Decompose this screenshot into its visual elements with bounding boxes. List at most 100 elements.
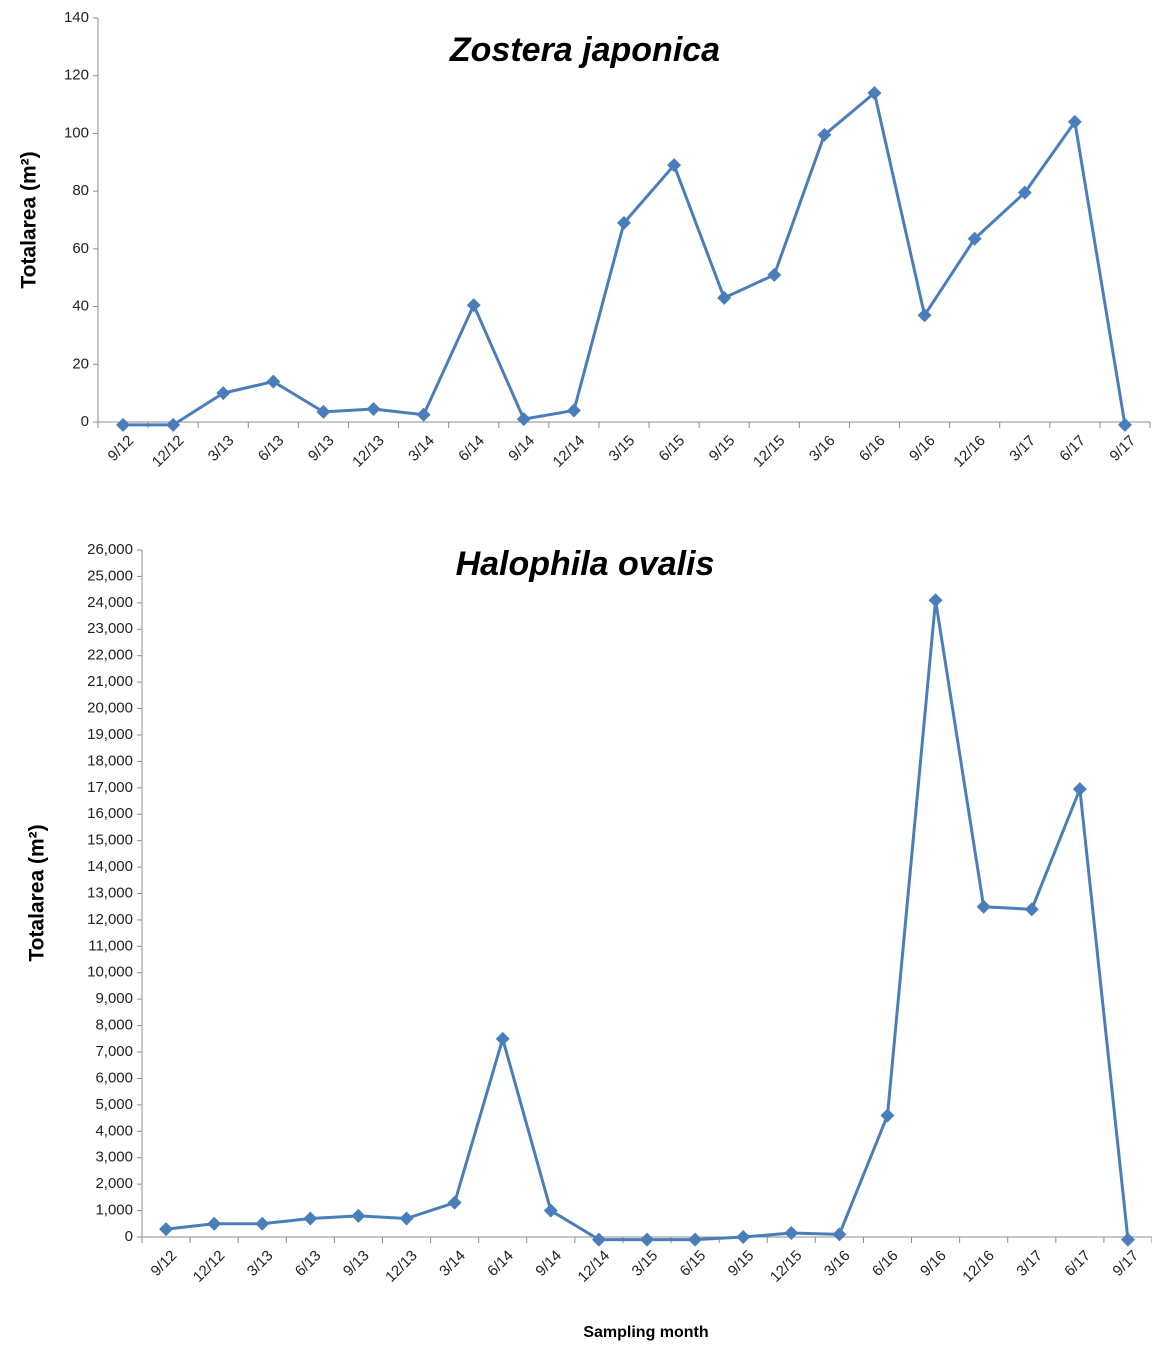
x-tick-label: 12/12 xyxy=(190,1247,229,1286)
data-point-marker xyxy=(447,1195,462,1210)
x-tick-label: 9/14 xyxy=(532,1247,565,1280)
y-tick-label: 26,000 xyxy=(87,541,133,558)
data-point-marker xyxy=(688,1232,703,1247)
data-point-marker xyxy=(159,1222,174,1237)
x-tick-label: 9/13 xyxy=(340,1247,373,1280)
data-point-marker xyxy=(640,1232,654,1247)
x-tick-label: 9/14 xyxy=(505,432,538,465)
chart-zostera: Zostera japonica Totalarea (m²) 0 20 40 60 8… xyxy=(18,9,1151,471)
data-point-marker xyxy=(591,1232,606,1247)
data-point-marker xyxy=(736,1230,751,1244)
x-tick-label: 6/16 xyxy=(856,432,889,465)
data-point-marker xyxy=(399,1211,414,1226)
series xyxy=(116,86,1132,432)
y-axis-label: Totalarea (m²) xyxy=(18,151,41,288)
data-point-marker xyxy=(784,1226,799,1241)
x-tick-label: 12/16 xyxy=(959,1247,998,1286)
x-tick-label: 3/13 xyxy=(244,1247,277,1280)
axes xyxy=(97,18,1150,423)
data-point-marker xyxy=(867,86,882,101)
data-point-marker xyxy=(1017,185,1032,200)
x-tick-label: 3/13 xyxy=(205,432,238,465)
y-tick-label: 8,000 xyxy=(95,1017,133,1034)
data-point-marker xyxy=(1024,902,1039,917)
data-point-marker xyxy=(116,417,131,432)
x-tick-label: 9/12 xyxy=(105,432,138,465)
x-axis-label: Sampling month xyxy=(583,1324,708,1341)
data-point-marker xyxy=(1067,114,1082,129)
chart-title: Zostera japonica xyxy=(449,31,720,69)
data-point-marker xyxy=(495,1031,510,1046)
y-tick-label: 6,000 xyxy=(95,1069,133,1086)
data-point-marker xyxy=(928,593,943,608)
x-tick-label: 12/14 xyxy=(550,432,589,471)
x-tick-label: 12/14 xyxy=(575,1247,614,1286)
y-tick-label: 22,000 xyxy=(87,647,133,664)
data-point-marker xyxy=(303,1211,318,1226)
y-tick-label: 100 xyxy=(64,124,89,141)
y-tick-label: 120 xyxy=(64,67,89,84)
data-point-marker xyxy=(543,1203,558,1218)
y-tick-label: 5,000 xyxy=(95,1096,133,1113)
data-point-marker xyxy=(216,386,231,401)
y-tick-label: 40 xyxy=(72,298,89,315)
y-tick-label: 19,000 xyxy=(87,726,133,743)
y-ticks: 0 20 40 60 80 100 120 140 xyxy=(64,9,98,430)
data-point-marker xyxy=(717,290,732,305)
data-point-marker xyxy=(207,1216,222,1231)
series xyxy=(159,593,1135,1247)
chart-halophila: Halophila ovalis Totalarea (m²) Sampling… xyxy=(26,541,1152,1341)
x-tick-label: 12/13 xyxy=(382,1247,421,1286)
x-tick-label: 6/17 xyxy=(1061,1247,1094,1280)
x-tick-label: 9/15 xyxy=(725,1247,758,1280)
y-tick-label: 20 xyxy=(72,355,89,372)
y-tick-label: 1,000 xyxy=(95,1202,133,1219)
y-tick-label: 4,000 xyxy=(95,1122,133,1139)
data-point-marker xyxy=(566,403,581,418)
x-tick-label: 12/12 xyxy=(149,432,188,471)
x-tick-label: 6/13 xyxy=(292,1247,325,1280)
y-tick-label: 23,000 xyxy=(87,620,133,637)
y-tick-label: 12,000 xyxy=(87,911,133,928)
x-tick-label: 6/14 xyxy=(455,432,488,465)
x-tick-label: 9/16 xyxy=(906,432,939,465)
data-point-marker xyxy=(1120,1232,1135,1247)
y-axis-label: Totalarea (m²) xyxy=(26,824,49,961)
data-point-marker xyxy=(266,374,281,389)
x-tick-label: 6/14 xyxy=(484,1247,517,1280)
x-tick-label: 6/13 xyxy=(255,432,288,465)
x-tick-label: 3/17 xyxy=(1006,432,1039,465)
y-tick-label: 14,000 xyxy=(87,858,133,875)
y-tick-label: 17,000 xyxy=(87,779,133,796)
data-point-marker xyxy=(817,127,832,142)
x-tick-label: 9/17 xyxy=(1106,432,1139,465)
x-tick-label: 12/13 xyxy=(349,432,388,471)
data-point-marker xyxy=(416,407,431,422)
x-tick-label: 3/16 xyxy=(806,432,839,465)
x-tick-label: 3/15 xyxy=(606,432,639,465)
y-tick-label: 13,000 xyxy=(87,884,133,901)
data-point-marker xyxy=(667,158,682,173)
data-point-marker xyxy=(880,1108,895,1123)
data-point-marker xyxy=(917,308,932,323)
y-tick-label: 16,000 xyxy=(87,805,133,822)
y-tick-label: 80 xyxy=(72,182,89,199)
y-tick-label: 15,000 xyxy=(87,832,133,849)
x-ticks: 9/12 12/12 3/13 6/13 9/13 12/13 3/14 6/14 9/14 12… xyxy=(97,422,1151,471)
data-point-marker xyxy=(166,417,181,432)
y-tick-label: 25,000 xyxy=(87,567,133,584)
x-tick-label: 3/17 xyxy=(1013,1247,1046,1280)
y-tick-label: 140 xyxy=(64,9,89,26)
x-tick-label: 9/12 xyxy=(148,1247,181,1280)
data-point-marker xyxy=(967,231,982,246)
x-tick-label: 6/15 xyxy=(677,1247,710,1280)
x-tick-label: 12/15 xyxy=(767,1247,806,1286)
y-tick-label: 0 xyxy=(125,1228,133,1245)
data-point-marker xyxy=(316,404,331,419)
x-tick-label: 6/15 xyxy=(656,432,689,465)
y-ticks: 0 1,000 2,000 3,000 4,000 5,000 6,000 7,000 8,00… xyxy=(87,541,142,1245)
y-tick-label: 0 xyxy=(81,413,89,430)
y-tick-label: 21,000 xyxy=(87,673,133,690)
